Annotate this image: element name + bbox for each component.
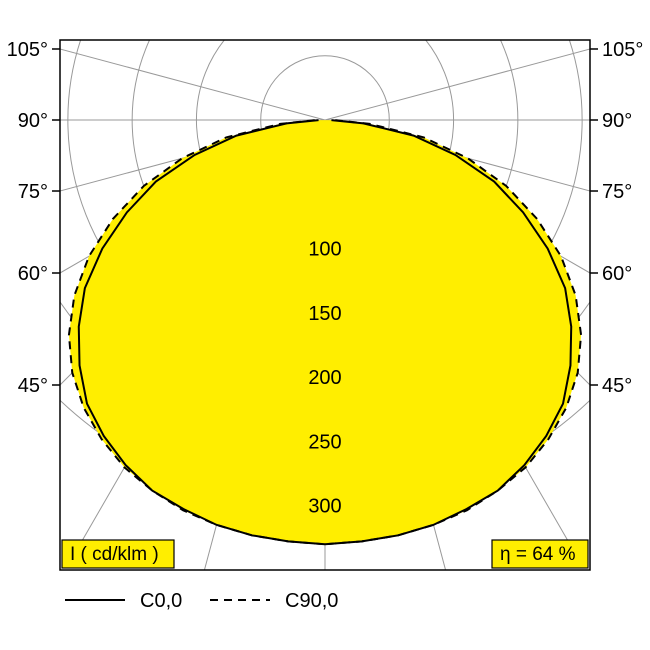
angle-label-right: 75° (602, 181, 632, 203)
angle-label-left: 60° (18, 263, 48, 285)
angle-label-right: 105° (602, 39, 643, 61)
legend-dashed-label: C90,0 (285, 590, 338, 612)
radial-label: 200 (308, 367, 341, 389)
radial-label: 300 (308, 496, 341, 518)
angle-label-left: 75° (18, 181, 48, 203)
polar-chart-svg: 45° 45° 60° 60° 75° 75° 90° 90° 105° 105° 100 150 20… (0, 0, 650, 650)
angle-label-right: 45° (602, 375, 632, 397)
efficiency-label: η = 64 % (500, 544, 576, 565)
angle-label-left: 45° (18, 375, 48, 397)
legend-solid-label: C0,0 (140, 590, 182, 612)
radial-label: 100 (308, 239, 341, 261)
angle-label-right: 90° (602, 110, 632, 132)
angle-label-left: 105° (7, 39, 48, 61)
polar-chart-container: 45° 45° 60° 60° 75° 75° 90° 90° 105° 105° 100 150 20… (0, 0, 650, 650)
radial-label: 250 (308, 431, 341, 453)
radial-label: 150 (308, 303, 341, 325)
units-label: I ( cd/klm ) (70, 544, 159, 565)
angle-label-left: 90° (18, 110, 48, 132)
angle-label-right: 60° (602, 263, 632, 285)
